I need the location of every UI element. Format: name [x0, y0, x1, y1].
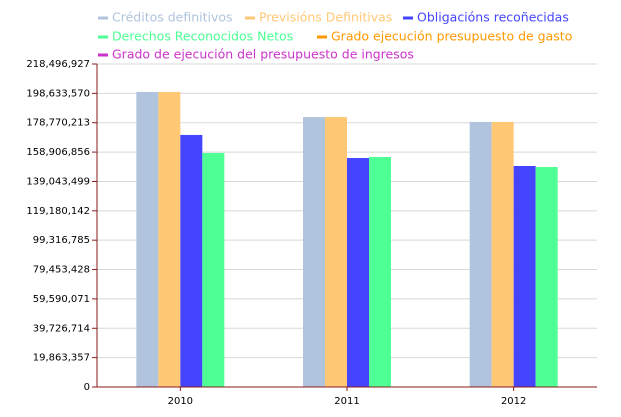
x-tick-label: 2012: [501, 396, 526, 407]
bar: [491, 121, 514, 388]
x-tick-label: 2011: [334, 396, 359, 407]
bar: [535, 167, 558, 387]
legend-label: Grado de ejecución del presupuesto de in…: [112, 47, 414, 62]
y-tick-label: 19,863,357: [33, 353, 90, 364]
y-tick-label: 79,453,428: [33, 265, 90, 276]
y-tick-label: 59,590,071: [33, 294, 90, 305]
y-tick-label: 39,726,714: [33, 323, 90, 334]
bar: [303, 117, 325, 387]
y-tick-label: 139,043,499: [26, 176, 90, 187]
bar: [158, 91, 181, 387]
bar: [469, 121, 492, 388]
bar: [513, 165, 536, 387]
legend-label: Derechos Reconocidos Netos: [112, 29, 293, 44]
y-tick-label: 158,906,856: [26, 147, 90, 158]
y-tick-label: 99,316,785: [33, 235, 90, 246]
legend-label: Previsións Definitivas: [259, 10, 392, 25]
y-tick-label: 178,770,213: [26, 118, 90, 129]
x-tick-label: 2010: [168, 396, 193, 407]
bar: [180, 134, 203, 387]
y-tick-label: 218,496,927: [26, 59, 90, 70]
legend-label: Créditos definitivos: [112, 10, 233, 25]
bar: [325, 117, 347, 387]
y-tick-label: 0: [84, 382, 90, 393]
legend-label: Obligacións recoñecidas: [417, 10, 569, 25]
y-tick-label: 198,633,570: [26, 88, 90, 99]
y-tick-label: 119,180,142: [26, 206, 90, 217]
bar: [369, 156, 391, 387]
bar: [136, 91, 159, 387]
bar: [202, 152, 225, 387]
legend-label: Grado ejecución presupuesto de gasto: [331, 29, 572, 44]
bar: [347, 158, 369, 387]
